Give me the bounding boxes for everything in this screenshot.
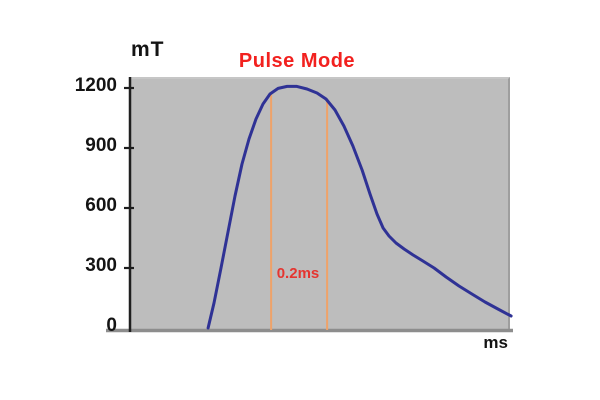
plot-area — [130, 77, 510, 330]
y-tick-label: 300 — [85, 255, 117, 276]
pulse-width-label: 0.2ms — [276, 265, 320, 282]
pulse-curve — [206, 84, 513, 330]
chart-title: Pulse Mode — [238, 50, 356, 72]
y-axis-title: mT — [131, 38, 165, 61]
x-axis-title: ms — [483, 333, 508, 352]
y-tick-label: 1200 — [74, 75, 117, 96]
y-tick-label: 900 — [85, 135, 117, 156]
y-tick-label: 600 — [85, 195, 117, 216]
y-tick-label: 0 — [106, 315, 117, 336]
